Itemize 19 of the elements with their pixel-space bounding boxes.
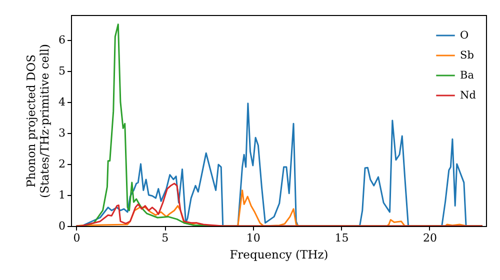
y-tick-label: 3	[58, 126, 66, 140]
y-tick-label: 5	[58, 64, 66, 78]
line-series	[76, 182, 484, 226]
y-tick-label: 6	[58, 33, 66, 46]
legend-label: Ba	[460, 70, 474, 82]
y-tick-label: 4	[58, 95, 66, 108]
legend-label: O	[460, 30, 469, 42]
x-tick-label: 15	[334, 232, 349, 244]
legend-label: Nd	[460, 90, 476, 102]
y-tick-label: 2	[58, 157, 66, 170]
x-tick-label: 0	[73, 232, 80, 244]
x-tick-label: 5	[162, 232, 169, 244]
x-tick-label: 20	[422, 232, 437, 244]
x-tick-label: 10	[246, 232, 260, 244]
y-axis-title: Phonon projected DOS (States/THz·primitive cell)	[24, 44, 52, 198]
legend-label: Sb	[460, 50, 474, 62]
y-tick-label: 0	[58, 220, 66, 232]
x-axis-title: Frequency (THz)	[230, 248, 328, 262]
y-tick-label: 1	[58, 188, 66, 202]
